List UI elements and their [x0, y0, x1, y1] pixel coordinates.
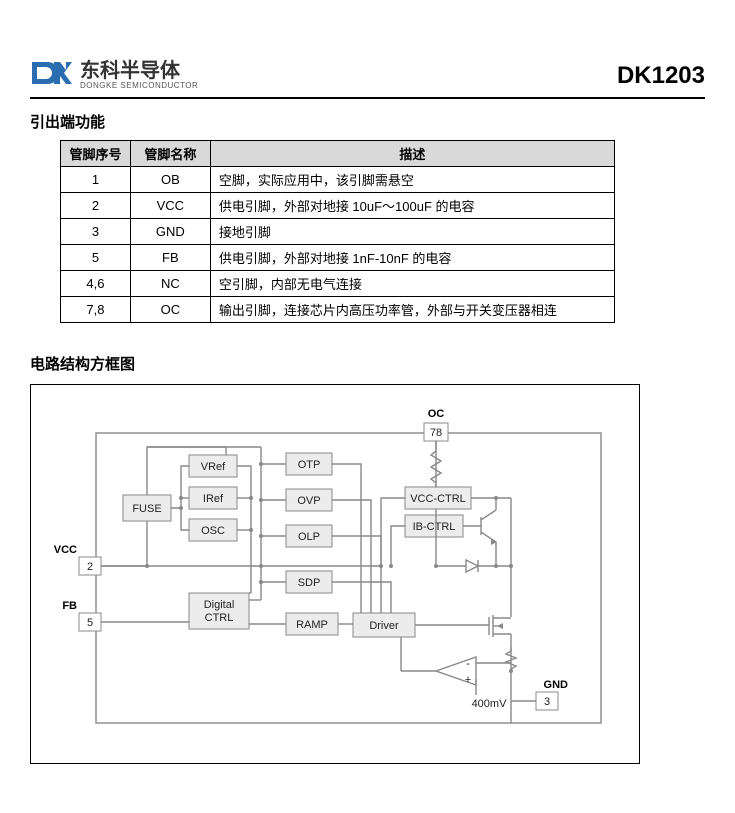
cell-name: GND	[130, 219, 210, 245]
header: 东科半导体 DONGKE SEMICONDUCTOR DK1203	[30, 60, 705, 99]
th-pin-desc: 描述	[210, 141, 614, 167]
block-digital-l2: CTRL	[205, 612, 234, 624]
block-digital-l1: Digital	[204, 599, 235, 611]
cell-name: OC	[130, 297, 210, 323]
cell-num: 1	[61, 167, 131, 193]
part-number: DK1203	[617, 62, 705, 90]
label-gnd-num: 3	[544, 696, 550, 708]
cell-name: VCC	[130, 193, 210, 219]
table-row: 4,6 NC 空引脚，内部无电气连接	[61, 271, 615, 297]
cell-num: 5	[61, 245, 131, 271]
label-fb-num: 5	[87, 617, 93, 629]
th-pin-num: 管脚序号	[61, 141, 131, 167]
cell-num: 2	[61, 193, 131, 219]
cell-desc: 空脚，实际应用中，该引脚需悬空	[210, 167, 614, 193]
block-ovp: OVP	[297, 495, 320, 507]
label-oc-num: 78	[430, 427, 442, 439]
th-pin-name: 管脚名称	[130, 141, 210, 167]
pin-table: 管脚序号 管脚名称 描述 1 OB 空脚，实际应用中，该引脚需悬空 2 VCC …	[60, 140, 615, 323]
block-olp: OLP	[298, 531, 320, 543]
logo: 东科半导体 DONGKE SEMICONDUCTOR	[30, 60, 198, 91]
cell-name: NC	[130, 271, 210, 297]
table-row: 3 GND 接地引脚	[61, 219, 615, 245]
label-vcc: VCC	[54, 544, 77, 556]
label-gnd: GND	[544, 679, 569, 691]
svg-text:-: -	[466, 658, 470, 670]
block-iref: IRef	[203, 493, 224, 505]
label-fb: FB	[62, 600, 77, 612]
label-400mv: 400mV	[472, 698, 508, 710]
block-diagram: OC 78 VCC 2 FB 5 GND 3 FUSE VRef IRef	[30, 384, 640, 764]
logo-text-group: 东科半导体 DONGKE SEMICONDUCTOR	[80, 61, 198, 90]
cell-name: OB	[130, 167, 210, 193]
table-row: 5 FB 供电引脚，外部对地接 1nF-10nF 的电容	[61, 245, 615, 271]
cell-desc: 接地引脚	[210, 219, 614, 245]
table-row: 2 VCC 供电引脚，外部对地接 10uF～100uF 的电容	[61, 193, 615, 219]
block-ib-ctrl: IB-CTRL	[413, 521, 456, 533]
logo-mark-icon	[30, 60, 74, 91]
block-ramp: RAMP	[296, 619, 328, 631]
table-row: 7,8 OC 输出引脚，连接芯片内高压功率管，外部与开关变压器相连	[61, 297, 615, 323]
cell-num: 4,6	[61, 271, 131, 297]
block-sdp: SDP	[298, 577, 321, 589]
cell-num: 3	[61, 219, 131, 245]
logo-text-cn: 东科半导体	[80, 61, 198, 81]
block-vcc-ctrl: VCC-CTRL	[410, 493, 466, 505]
label-vcc-num: 2	[87, 561, 93, 573]
cell-desc: 空引脚，内部无电气连接	[210, 271, 614, 297]
section-diagram-title: 电路结构方框图	[30, 353, 705, 374]
logo-text-en: DONGKE SEMICONDUCTOR	[80, 81, 198, 90]
cell-num: 7,8	[61, 297, 131, 323]
cell-desc: 输出引脚，连接芯片内高压功率管，外部与开关变压器相连	[210, 297, 614, 323]
block-vref: VRef	[201, 461, 226, 473]
block-driver: Driver	[369, 620, 399, 632]
cell-desc: 供电引脚，外部对地接 1nF-10nF 的电容	[210, 245, 614, 271]
section-pin-title: 引出端功能	[30, 111, 705, 132]
label-oc: OC	[428, 408, 445, 420]
svg-text:+: +	[465, 674, 471, 686]
block-otp: OTP	[298, 459, 321, 471]
table-header-row: 管脚序号 管脚名称 描述	[61, 141, 615, 167]
block-osc: OSC	[201, 525, 225, 537]
table-row: 1 OB 空脚，实际应用中，该引脚需悬空	[61, 167, 615, 193]
block-fuse: FUSE	[132, 503, 161, 515]
cell-desc: 供电引脚，外部对地接 10uF～100uF 的电容	[210, 193, 614, 219]
cell-name: FB	[130, 245, 210, 271]
